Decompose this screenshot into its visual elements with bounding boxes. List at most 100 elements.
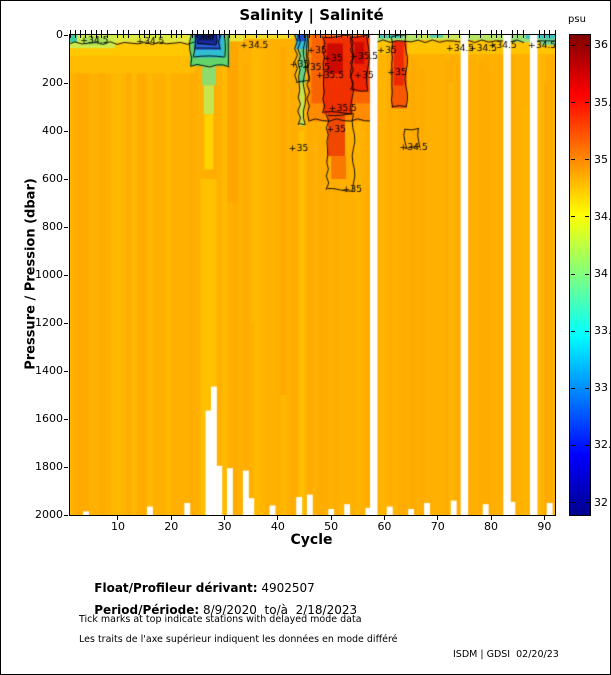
delayed-mode-tick bbox=[346, 30, 348, 38]
colorbar-tick bbox=[571, 44, 575, 46]
delayed-mode-tick bbox=[96, 30, 98, 38]
y-tick-label: 200 bbox=[42, 76, 63, 89]
colorbar-tick-label: 35.5 bbox=[594, 95, 610, 109]
delayed-mode-tick bbox=[101, 30, 103, 38]
delayed-mode-tick bbox=[288, 30, 290, 38]
y-tick-label: 0 bbox=[56, 28, 63, 41]
x-axis-tick bbox=[117, 516, 119, 520]
delayed-mode-tick bbox=[554, 30, 556, 38]
delayed-mode-tick bbox=[74, 30, 76, 38]
y-tick-label: 2000 bbox=[35, 508, 63, 521]
delayed-mode-tick bbox=[378, 30, 380, 38]
colorbar-tick bbox=[585, 330, 589, 332]
delayed-mode-tick bbox=[149, 30, 151, 38]
delayed-mode-tick bbox=[351, 30, 353, 38]
x-axis-tick bbox=[383, 516, 385, 520]
delayed-mode-tick bbox=[106, 30, 108, 38]
delayed-mode-tick bbox=[128, 30, 130, 38]
y-tick-label: 1200 bbox=[35, 316, 63, 329]
plot-area bbox=[69, 34, 556, 516]
y-axis-tick bbox=[64, 322, 68, 324]
delayed-mode-tick bbox=[90, 30, 92, 38]
y-axis-tick bbox=[64, 82, 68, 84]
delayed-mode-tick bbox=[447, 30, 449, 38]
delayed-mode-tick bbox=[325, 30, 327, 38]
delayed-mode-tick bbox=[304, 30, 305, 38]
delayed-mode-tick bbox=[69, 30, 71, 38]
x-tick-label: 50 bbox=[324, 520, 339, 533]
y-tick-label: 1600 bbox=[35, 412, 63, 425]
delayed-mode-tick bbox=[309, 30, 311, 38]
x-tick-label: 30 bbox=[217, 520, 232, 533]
colorbar-tick bbox=[571, 444, 575, 446]
delayed-mode-tick bbox=[234, 30, 236, 38]
note-delayed-mode-fr: Les traits de l'axe supérieur indiquent … bbox=[79, 634, 398, 645]
delayed-mode-tick bbox=[208, 30, 210, 38]
credit-text: ISDM | GDSI 02/20/23 bbox=[453, 649, 559, 660]
x-axis-tick bbox=[224, 516, 226, 520]
delayed-mode-tick bbox=[367, 30, 369, 38]
y-tick-label: 400 bbox=[42, 124, 63, 137]
y-tick-label: 1800 bbox=[35, 460, 63, 473]
delayed-mode-tick bbox=[192, 30, 194, 38]
float-value: 4902507 bbox=[257, 581, 315, 595]
x-axis-tick bbox=[330, 516, 332, 520]
delayed-mode-tick bbox=[245, 30, 247, 38]
colorbar-tick bbox=[571, 273, 575, 275]
footer-period-line: Period/Période: 8/9/2020 to/à 2/18/2023 bbox=[79, 589, 357, 631]
delayed-mode-tick bbox=[501, 30, 503, 38]
delayed-mode-tick bbox=[277, 30, 279, 38]
delayed-mode-tick bbox=[437, 30, 439, 38]
colorbar-tick-label: 35 bbox=[594, 152, 608, 166]
delayed-mode-tick bbox=[170, 30, 172, 38]
delayed-mode-tick bbox=[426, 30, 428, 38]
delayed-mode-tick bbox=[298, 30, 300, 38]
x-tick-label: 90 bbox=[537, 520, 552, 533]
delayed-mode-tick bbox=[405, 30, 407, 38]
delayed-mode-tick bbox=[154, 30, 156, 38]
delayed-mode-tick bbox=[495, 30, 497, 38]
delayed-mode-tick bbox=[122, 30, 124, 38]
delayed-mode-tick bbox=[330, 30, 332, 38]
colorbar-tick bbox=[585, 444, 589, 446]
delayed-mode-tick bbox=[117, 30, 119, 38]
delayed-mode-tick bbox=[389, 30, 391, 38]
colorbar-tick bbox=[571, 216, 575, 218]
y-tick-label: 800 bbox=[42, 220, 63, 233]
delayed-mode-tick bbox=[319, 30, 321, 38]
y-axis-tick bbox=[64, 514, 68, 516]
x-tick-label: 80 bbox=[484, 520, 499, 533]
y-axis-tick bbox=[64, 34, 68, 36]
x-axis-label: Cycle bbox=[290, 532, 333, 548]
period-label: Period/Période: bbox=[94, 603, 200, 617]
period-value: 8/9/2020 to/à 2/18/2023 bbox=[199, 603, 358, 617]
delayed-mode-tick bbox=[383, 30, 385, 38]
delayed-mode-tick bbox=[543, 30, 545, 38]
x-axis-tick bbox=[490, 516, 492, 520]
delayed-mode-tick bbox=[202, 30, 204, 38]
colorbar-tick bbox=[585, 159, 589, 161]
colorbar-tick bbox=[571, 102, 575, 104]
y-tick-label: 1000 bbox=[35, 268, 63, 281]
delayed-mode-tick bbox=[138, 30, 140, 38]
y-axis-tick bbox=[64, 178, 68, 180]
delayed-mode-tick bbox=[335, 30, 337, 38]
delayed-mode-tick bbox=[362, 30, 364, 38]
delayed-mode-tick bbox=[469, 30, 471, 38]
footer-float-line: Float/Profileur dérivant: 4902507 bbox=[79, 567, 315, 609]
colorbar-tick-label: 33.5 bbox=[594, 324, 610, 338]
y-axis-tick bbox=[64, 370, 68, 372]
delayed-mode-tick bbox=[197, 30, 199, 38]
delayed-mode-tick bbox=[341, 30, 343, 38]
chart-title: Salinity | Salinité bbox=[239, 6, 384, 24]
delayed-mode-tick bbox=[144, 30, 146, 38]
colorbar-tick-label: 32 bbox=[594, 495, 608, 509]
note-delayed-mode-en: Tick marks at top indicate stations with… bbox=[79, 614, 362, 625]
delayed-mode-tick bbox=[213, 30, 215, 38]
x-axis-tick bbox=[437, 516, 439, 520]
y-tick-label: 600 bbox=[42, 172, 63, 185]
colorbar-tick-label: 32.5 bbox=[594, 438, 610, 452]
x-tick-label: 10 bbox=[110, 520, 125, 533]
delayed-mode-tick bbox=[181, 30, 183, 38]
